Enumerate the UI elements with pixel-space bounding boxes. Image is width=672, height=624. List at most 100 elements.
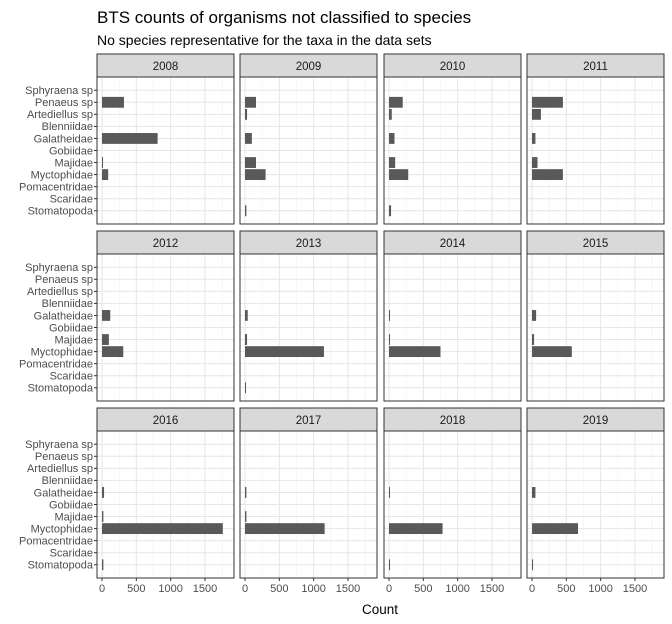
y-tick-label: Sphyraena sp bbox=[25, 262, 93, 274]
y-tick-label: Gobiidae bbox=[49, 145, 93, 157]
x-tick-label: 0 bbox=[386, 583, 392, 595]
bar-majidae bbox=[532, 157, 538, 168]
bar-myctophidae bbox=[102, 523, 223, 535]
x-tick-label: 500 bbox=[557, 583, 575, 595]
y-tick-label: Penaeus sp bbox=[35, 274, 93, 286]
y-tick-label: Penaeus sp bbox=[35, 97, 93, 109]
bar-stomatopoda bbox=[245, 205, 247, 217]
panel-border bbox=[526, 253, 665, 402]
bar-majidae bbox=[245, 334, 248, 345]
bar-majidae bbox=[389, 334, 391, 345]
bar-majidae bbox=[532, 334, 535, 345]
facet-strip-label: 2015 bbox=[583, 238, 609, 250]
y-tick-label: Stomatopoda bbox=[28, 206, 94, 218]
y-tick-label: Gobiidae bbox=[49, 499, 93, 511]
bar-galatheidae bbox=[245, 487, 247, 498]
bar-stomatopoda bbox=[245, 382, 247, 394]
x-tick-label: 0 bbox=[529, 583, 535, 595]
bar-galatheidae bbox=[245, 133, 252, 144]
bar-myctophidae bbox=[245, 169, 266, 181]
x-tick-label: 1000 bbox=[588, 583, 612, 595]
facet-panel-2010: 2010 bbox=[383, 53, 522, 225]
facet-strip-label: 2019 bbox=[583, 415, 609, 427]
panel-border bbox=[239, 76, 378, 225]
x-tick-label: 0 bbox=[242, 583, 248, 595]
bar-galatheidae bbox=[389, 133, 395, 144]
panel-border bbox=[383, 76, 522, 225]
x-tick-label: 500 bbox=[127, 583, 145, 595]
x-tick-label: 500 bbox=[414, 583, 432, 595]
y-tick-label: Pomacentridae bbox=[19, 358, 93, 370]
facet-strip-label: 2013 bbox=[296, 238, 322, 250]
bar-galatheidae bbox=[245, 310, 248, 321]
bar-penaeus-sp bbox=[389, 96, 403, 108]
bar-myctophidae bbox=[532, 523, 578, 535]
x-tick-label: 1000 bbox=[158, 583, 182, 595]
y-tick-label: Majidae bbox=[54, 511, 93, 523]
x-tick-label: 1500 bbox=[480, 583, 504, 595]
facet-strip-label: 2009 bbox=[296, 61, 322, 73]
bar-myctophidae bbox=[102, 346, 124, 358]
x-tick-label: 1000 bbox=[445, 583, 469, 595]
y-tick-label: Artediellus sp bbox=[27, 109, 93, 121]
facet-panel-2019: 2019 0 500 1000 1500 bbox=[526, 407, 665, 595]
y-tick-label: Sphyraena sp bbox=[25, 85, 93, 97]
facet-strip-label: 2008 bbox=[153, 61, 179, 73]
y-tick-label: Gobiidae bbox=[49, 322, 93, 334]
x-tick-label: 500 bbox=[270, 583, 288, 595]
y-tick-label: Myctophidae bbox=[31, 523, 93, 535]
bar-stomatopoda bbox=[389, 205, 392, 217]
bar-galatheidae bbox=[102, 310, 111, 321]
y-tick-label: Blenniidae bbox=[42, 475, 93, 487]
y-tick-label: Sphyraena sp bbox=[25, 439, 93, 451]
bar-artediellus-sp bbox=[532, 108, 541, 120]
x-tick-label: 0 bbox=[99, 583, 105, 595]
x-axis-title: Count bbox=[362, 602, 398, 617]
facet-panel-2018: 2018 0 500 1000 1500 bbox=[383, 407, 522, 595]
bar-myctophidae bbox=[389, 346, 441, 358]
panel-border bbox=[383, 253, 522, 402]
y-tick-label: Stomatopoda bbox=[28, 383, 94, 395]
bar-stomatopoda bbox=[532, 559, 534, 571]
bar-penaeus-sp bbox=[102, 96, 124, 108]
y-tick-label: Artediellus sp bbox=[27, 463, 93, 475]
bar-myctophidae bbox=[245, 523, 325, 535]
bar-galatheidae bbox=[102, 133, 158, 144]
facet-panel-2009: 2009 bbox=[239, 53, 378, 225]
x-tick-label: 1500 bbox=[193, 583, 217, 595]
facet-strip-label: 2011 bbox=[583, 61, 608, 73]
y-tick-label: Penaeus sp bbox=[35, 451, 93, 463]
facet-strip-label: 2014 bbox=[440, 238, 466, 250]
y-tick-label: Scaridae bbox=[50, 370, 93, 382]
facet-strip-label: 2012 bbox=[153, 238, 179, 250]
bar-majidae bbox=[102, 334, 109, 345]
y-tick-label: Majidae bbox=[54, 334, 93, 346]
bar-galatheidae bbox=[532, 133, 536, 144]
chart-title: BTS counts of organisms not classified t… bbox=[97, 8, 471, 27]
bar-myctophidae bbox=[389, 169, 409, 181]
y-tick-label: Blenniidae bbox=[42, 298, 93, 310]
x-tick-label: 1500 bbox=[336, 583, 360, 595]
y-tick-label: Galatheidae bbox=[34, 487, 93, 499]
bar-majidae bbox=[245, 157, 256, 168]
y-tick-label: Galatheidae bbox=[34, 133, 93, 145]
y-tick-label: Pomacentridae bbox=[19, 181, 93, 193]
bar-majidae bbox=[102, 157, 104, 168]
y-tick-label: Majidae bbox=[54, 157, 93, 169]
y-tick-label: Galatheidae bbox=[34, 310, 93, 322]
panel-border bbox=[239, 430, 378, 579]
panel-border bbox=[383, 430, 522, 579]
bar-stomatopoda bbox=[389, 559, 391, 571]
y-tick-label: Myctophidae bbox=[31, 346, 93, 358]
bar-galatheidae bbox=[102, 487, 105, 498]
y-tick-label: Artediellus sp bbox=[27, 286, 93, 298]
facet-panel-2011: 2011 bbox=[526, 53, 665, 225]
y-tick-label: Pomacentridae bbox=[19, 535, 93, 547]
bar-artediellus-sp bbox=[389, 108, 392, 120]
bar-penaeus-sp bbox=[245, 96, 256, 108]
bar-myctophidae bbox=[532, 346, 572, 358]
